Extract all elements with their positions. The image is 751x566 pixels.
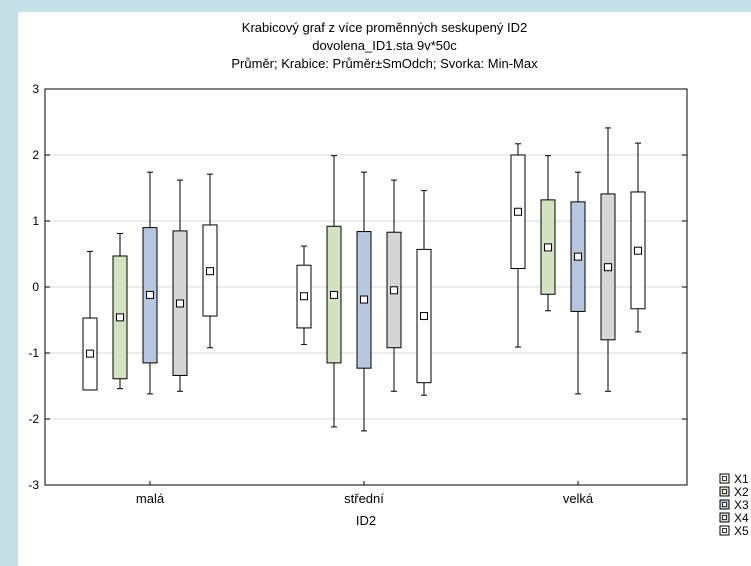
- x-tick-label: velká: [563, 491, 594, 506]
- chart-page: Krabicový graf z více proměnných seskupe…: [18, 12, 751, 566]
- legend-mean-marker: [722, 515, 727, 520]
- legend-mean-marker: [722, 528, 727, 533]
- mean-marker: [300, 292, 308, 301]
- mean-marker: [330, 290, 338, 299]
- y-tick-label: 1: [32, 214, 39, 228]
- legend-mean-marker: [722, 476, 727, 481]
- legend-mean-marker: [722, 489, 727, 494]
- legend-label: X3: [734, 498, 749, 512]
- legend-mean-marker: [722, 502, 727, 507]
- y-tick-label: -3: [28, 478, 39, 492]
- y-tick-label: 3: [32, 82, 39, 96]
- chart-title: Krabicový graf z více proměnných seskupe…: [241, 20, 528, 35]
- mean-marker: [116, 313, 124, 322]
- x-tick-label: střední: [344, 491, 384, 506]
- mean-marker: [146, 290, 154, 299]
- mean-marker: [176, 299, 184, 308]
- x-tick-label: malá: [136, 491, 165, 506]
- y-tick-label: 2: [32, 148, 39, 162]
- chart-subtitle: dovolena_ID1.sta 9v*50c: [312, 38, 457, 53]
- mean-marker: [390, 286, 398, 295]
- y-tick-label: -1: [28, 346, 39, 360]
- mean-marker: [544, 243, 552, 252]
- mean-marker: [634, 246, 642, 255]
- chart-description: Průměr; Krabice: Průměr±SmOdch; Svorka: …: [231, 56, 538, 71]
- legend-label: X2: [734, 485, 749, 499]
- y-tick-label: 0: [32, 280, 39, 294]
- mean-marker: [574, 252, 582, 261]
- mean-marker: [86, 349, 94, 358]
- mean-marker: [420, 312, 428, 321]
- y-tick-label: -2: [28, 412, 39, 426]
- mean-marker: [604, 263, 612, 272]
- mean-marker: [206, 267, 214, 276]
- legend-label: X4: [734, 511, 749, 525]
- legend-label: X1: [734, 472, 749, 486]
- mean-marker: [360, 295, 368, 304]
- legend-label: X5: [734, 524, 749, 538]
- mean-marker: [514, 207, 522, 216]
- x-axis-label: ID2: [356, 513, 376, 528]
